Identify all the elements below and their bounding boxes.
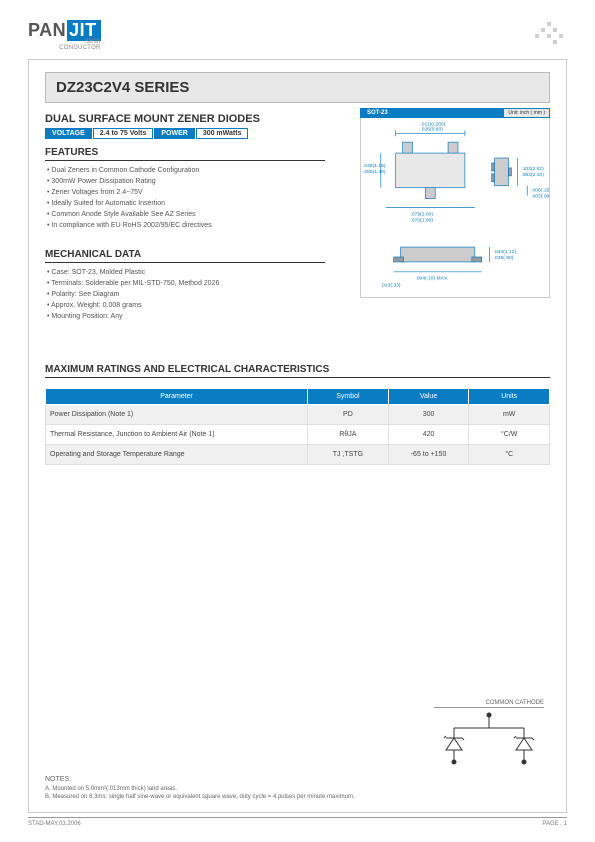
logo-pan: PAN	[28, 20, 66, 41]
content-frame: DZ23C2V4 SERIES DUAL SURFACE MOUNT ZENER…	[28, 59, 567, 813]
feature-item: Zener Voltages from 2.4~75V	[47, 189, 325, 196]
svg-text:.103(2.62): .103(2.62)	[521, 166, 544, 172]
svg-text:.055(1.40): .055(1.40)	[363, 169, 386, 175]
power-label: POWER	[154, 128, 194, 139]
circuit-diagram: COMMON CATHODE	[434, 700, 544, 772]
svg-text:.045(1.15): .045(1.15)	[363, 163, 386, 169]
col-value: Value	[388, 389, 469, 405]
logo-jit: JIT	[67, 20, 101, 41]
notes-section: NOTES: A. Mounted on 5.0mm²(.013mm thick…	[45, 776, 550, 802]
table-row: Thermal Resistance, Junction to Ambient …	[46, 425, 550, 445]
zener-circuit-icon	[434, 710, 544, 770]
svg-text:.070(1.80): .070(1.80)	[410, 217, 433, 223]
feature-item: Common Anode Style Available See AZ Seri…	[47, 211, 325, 218]
mechanical-item: Terminals: Solderable per MIL-STD-750, M…	[47, 280, 325, 287]
feature-item: Dual Zeners in Common Cathode Configurat…	[47, 167, 325, 174]
svg-text:.079(2.00): .079(2.00)	[410, 211, 433, 217]
footer-date: STAD-MAY.03.2006	[28, 821, 81, 827]
mechanical-item: Mounting Position: Any	[47, 313, 325, 320]
footer-page: PAGE . 1	[542, 821, 567, 827]
voltage-label: VOLTAGE	[45, 128, 92, 139]
note-line: A. Mounted on 5.0mm²(.013mm thick) land …	[45, 786, 550, 792]
package-drawing-icon: .025(0.60) .011(0.280) .055(1.40) .045(1…	[360, 118, 550, 298]
mechanical-heading: MECHANICAL DATA	[45, 249, 325, 263]
col-units: Units	[469, 389, 550, 405]
svg-text:.044(1.12): .044(1.12)	[494, 249, 517, 255]
features-heading: FEATURES	[45, 147, 325, 161]
header-row: PANJIT SEMICONDUCTOR	[28, 20, 567, 51]
svg-text:.003(.090): .003(.090)	[531, 194, 550, 200]
power-value: 300 mWatts	[196, 128, 249, 139]
ratings-table: Parameter Symbol Value Units Power Dissi…	[45, 388, 550, 465]
mechanical-item: Polarity: See Diagram	[47, 291, 325, 298]
decorative-dots-icon	[527, 20, 567, 50]
svg-text:.004(.10) MAX.: .004(.10) MAX.	[415, 276, 448, 282]
feature-item: 300mW Power Dissipation Rating	[47, 178, 325, 185]
svg-text:.006(.15): .006(.15)	[531, 188, 550, 194]
features-list: Dual Zeners in Common Cathode Configurat…	[45, 167, 325, 229]
table-row: Power Dissipation (Note 1) PD 300 mW	[46, 405, 550, 425]
notes-heading: NOTES:	[45, 776, 550, 783]
svg-text:.083(2.10): .083(2.10)	[521, 172, 544, 178]
series-title: DZ23C2V4 SERIES	[45, 72, 550, 103]
voltage-value: 2.4 to 75 Volts	[93, 128, 154, 139]
mechanical-item: Approx. Weight: 0.008 grams	[47, 302, 325, 309]
mechanical-list: Case: SOT-23, Molded Plastic Terminals: …	[45, 269, 325, 320]
package-unit: Unit: inch ( mm )	[504, 109, 549, 117]
package-name: SOT-23	[361, 109, 504, 117]
svg-text:.011(0.280): .011(0.280)	[420, 121, 445, 127]
package-diagram: SOT-23 Unit: inch ( mm ) .025(0.60) .011…	[360, 108, 550, 300]
feature-item: In compliance with EU RoHS 2002/95/EC di…	[47, 222, 325, 229]
page-footer: STAD-MAY.03.2006 PAGE . 1	[28, 817, 567, 827]
svg-text:.035(.90): .035(.90)	[494, 255, 514, 261]
logo-subtitle: SEMICONDUCTOR	[28, 39, 101, 51]
col-parameter: Parameter	[46, 389, 308, 405]
brand-logo: PANJIT SEMICONDUCTOR	[28, 20, 101, 51]
svg-text:.013(.33): .013(.33)	[381, 283, 401, 289]
mechanical-item: Case: SOT-23, Molded Plastic	[47, 269, 325, 276]
table-row: Operating and Storage Temperature Range …	[46, 445, 550, 465]
circuit-label: COMMON CATHODE	[434, 700, 544, 708]
col-symbol: Symbol	[308, 389, 389, 405]
ratings-heading: MAXIMUM RATINGS AND ELECTRICAL CHARACTER…	[45, 364, 550, 378]
note-line: B. Measured on 8.3ms, single half sine-w…	[45, 794, 550, 800]
feature-item: Ideally Suited for Automatic Insertion	[47, 200, 325, 207]
